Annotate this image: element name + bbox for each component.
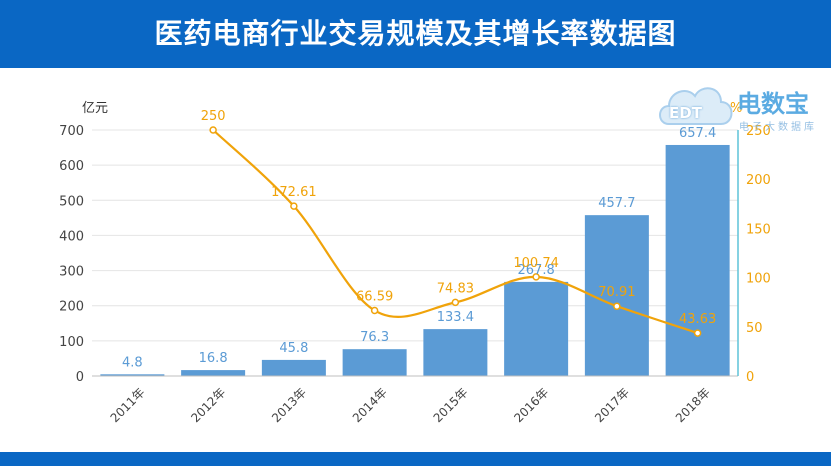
cloud-icon	[659, 87, 733, 125]
category-label: 2018年	[673, 385, 713, 425]
axes: 0 100 200 300 400 500 600 700 0 50 100 150 200 250 亿元%…	[59, 101, 771, 425]
right-tick-label: 250	[746, 124, 771, 139]
category-label: 2017年	[592, 385, 632, 425]
footer-band	[0, 452, 831, 466]
left-tick-label: 400	[59, 229, 84, 244]
data-labels: 4.8 16.8 45.8 76.3 133.4 267.8 457.7 657.4 250 17…	[122, 109, 716, 370]
category-label: 2016年	[511, 385, 551, 425]
bar-value-label: 657.4	[679, 126, 716, 141]
growth-rate-label: 43.63	[679, 312, 716, 327]
growth-rate-point	[370, 306, 379, 315]
right-tick-label: 50	[746, 321, 763, 336]
bar	[504, 281, 569, 376]
left-tick-label: 700	[59, 124, 84, 139]
bar-value-label: 45.8	[279, 341, 308, 356]
watermark: EDT 电数宝 电子大数据库	[655, 74, 825, 136]
category-label: 2014年	[350, 385, 390, 425]
bar	[100, 374, 165, 376]
left-tick-label: 0	[76, 370, 84, 385]
growth-rate-point	[693, 329, 702, 337]
growth-rate-label: 66.59	[356, 289, 393, 304]
growth-rate-point	[532, 273, 540, 281]
watermark-logo-text: EDT	[669, 104, 702, 122]
right-tick-label: 200	[746, 173, 771, 188]
bar-value-label: 4.8	[122, 355, 143, 370]
growth-rate-label: 74.83	[437, 281, 474, 296]
watermark-subtitle: 电子大数据库	[739, 122, 817, 133]
growth-rate-label: 172.61	[271, 185, 317, 200]
bar	[665, 144, 730, 376]
header-band	[0, 0, 831, 68]
growth-rate-label: 100.74	[513, 256, 559, 271]
bar-value-label: 267.8	[518, 263, 555, 278]
page-title: 医药电商行业交易规模及其增长率数据图	[154, 17, 677, 50]
growth-rate-point	[290, 202, 298, 210]
bar	[423, 329, 488, 376]
growth-rate-point	[451, 298, 460, 307]
category-label: 2012年	[188, 385, 228, 425]
bar-value-label: 76.3	[360, 330, 389, 345]
watermark-brand: 电数宝	[737, 90, 809, 118]
growth-rate-point	[613, 302, 621, 310]
growth-rate-label: 70.91	[598, 285, 635, 300]
category-label: 2011年	[108, 385, 148, 425]
bar-value-label: 133.4	[437, 310, 474, 325]
right-tick-label: 100	[746, 272, 771, 287]
growth-rate-label: 250	[201, 109, 226, 124]
category-label: 2015年	[431, 385, 471, 425]
category-label: 2013年	[269, 385, 309, 425]
right-axis-unit: %	[730, 101, 742, 116]
line-series	[209, 126, 702, 337]
bar-value-label: 16.8	[199, 351, 228, 366]
bar	[181, 370, 246, 376]
left-tick-label: 200	[59, 300, 84, 315]
right-tick-label: 0	[746, 370, 754, 385]
bar-series	[100, 144, 730, 376]
left-tick-label: 100	[59, 335, 84, 350]
right-tick-label: 150	[746, 222, 771, 237]
bar	[342, 349, 407, 376]
left-tick-label: 500	[59, 194, 84, 209]
left-axis-unit: 亿元	[82, 101, 108, 116]
left-tick-label: 600	[59, 159, 84, 174]
left-tick-label: 300	[59, 265, 84, 280]
bar	[261, 359, 326, 376]
growth-rate-point	[209, 126, 217, 134]
bar-value-label: 457.7	[598, 196, 635, 211]
bar	[584, 215, 649, 376]
